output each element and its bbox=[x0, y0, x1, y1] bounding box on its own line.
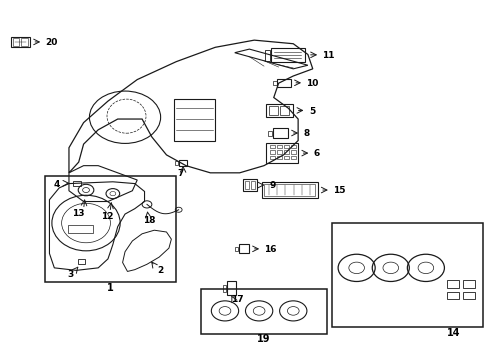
Bar bbox=[265, 50, 270, 60]
Text: 13: 13 bbox=[72, 209, 85, 218]
Text: 11: 11 bbox=[322, 51, 334, 60]
Bar bbox=[277, 156, 282, 159]
Text: 10: 10 bbox=[306, 79, 318, 88]
Bar bbox=[238, 244, 249, 253]
Text: 3: 3 bbox=[67, 270, 73, 279]
Bar bbox=[290, 145, 295, 148]
Bar bbox=[462, 280, 474, 288]
Bar bbox=[446, 292, 458, 299]
Bar bbox=[268, 106, 277, 116]
Bar bbox=[277, 145, 282, 148]
Text: 6: 6 bbox=[313, 149, 319, 158]
Bar bbox=[290, 156, 295, 159]
Text: 1: 1 bbox=[107, 283, 114, 293]
Bar bbox=[244, 181, 248, 189]
Bar bbox=[13, 39, 19, 46]
Text: 9: 9 bbox=[269, 181, 276, 190]
Text: 17: 17 bbox=[231, 295, 244, 304]
Bar bbox=[284, 156, 288, 159]
Bar bbox=[446, 280, 458, 288]
Text: 8: 8 bbox=[303, 129, 309, 138]
Bar bbox=[273, 81, 276, 85]
Bar bbox=[272, 129, 288, 138]
Text: 16: 16 bbox=[264, 245, 276, 254]
Bar bbox=[78, 259, 84, 264]
Bar bbox=[284, 145, 288, 148]
Bar bbox=[175, 161, 178, 165]
Bar bbox=[290, 150, 295, 154]
Text: 12: 12 bbox=[101, 212, 113, 221]
Bar bbox=[223, 285, 226, 292]
Bar bbox=[270, 150, 275, 154]
Text: 2: 2 bbox=[157, 266, 163, 275]
Text: 18: 18 bbox=[143, 216, 155, 225]
Text: 4: 4 bbox=[53, 180, 60, 189]
Bar bbox=[243, 179, 256, 191]
Bar bbox=[200, 289, 327, 334]
Bar bbox=[68, 225, 93, 233]
Text: 14: 14 bbox=[447, 328, 460, 338]
Text: 19: 19 bbox=[257, 333, 270, 343]
Bar bbox=[178, 160, 187, 166]
Text: 7: 7 bbox=[177, 169, 183, 178]
Text: 20: 20 bbox=[45, 38, 58, 47]
Bar bbox=[271, 48, 305, 62]
Bar bbox=[11, 37, 30, 47]
Bar bbox=[277, 79, 290, 87]
Text: 15: 15 bbox=[332, 186, 345, 195]
Bar bbox=[331, 223, 483, 327]
Bar bbox=[267, 131, 272, 136]
Bar bbox=[462, 292, 474, 299]
Bar bbox=[266, 104, 293, 117]
Bar bbox=[235, 247, 238, 251]
Text: 5: 5 bbox=[308, 107, 314, 116]
Bar bbox=[284, 150, 288, 154]
Bar bbox=[226, 281, 235, 296]
Bar bbox=[270, 145, 275, 148]
Bar bbox=[250, 181, 254, 189]
Bar bbox=[44, 176, 176, 282]
Bar bbox=[261, 182, 317, 198]
Bar bbox=[173, 99, 215, 140]
Bar bbox=[21, 39, 27, 46]
Bar bbox=[277, 150, 282, 154]
Bar bbox=[264, 184, 315, 196]
Bar bbox=[270, 156, 275, 159]
Bar bbox=[73, 181, 81, 186]
Bar bbox=[266, 143, 298, 163]
Bar bbox=[280, 106, 288, 116]
